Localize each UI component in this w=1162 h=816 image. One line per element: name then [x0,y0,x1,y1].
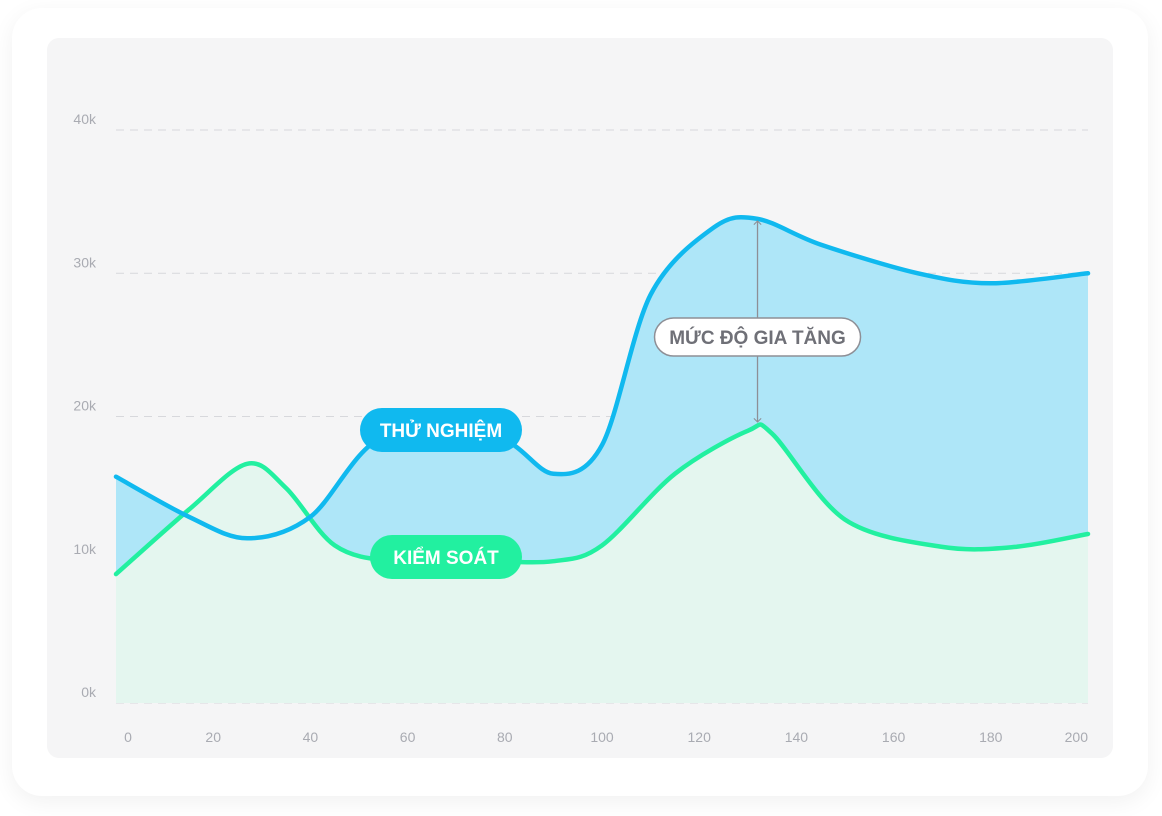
x-tick-label: 120 [688,729,712,745]
series-line-b [113,422,1091,577]
y-tick-label: 40k [73,111,97,127]
y-tick-label: 20k [73,398,97,414]
x-tick-label: 100 [590,729,614,745]
x-tick-label: 80 [497,729,513,745]
series-areas [116,217,1088,703]
y-tick-label: 30k [73,254,97,270]
x-tick-label: 160 [882,729,906,745]
gap-label-bg [653,317,862,357]
x-tick-label: 60 [400,729,416,745]
x-tick-label: 40 [303,729,319,745]
series-lines [113,214,1091,577]
series-a-label-text: THỬ NGHIỆM [380,420,502,442]
x-tick-label: 0 [124,729,132,745]
series-b-label-bg [370,535,522,579]
y-tick-label: 0k [81,684,97,700]
annotations: THỬ NGHIỆM KIỂM SOÁT MỨC ĐỘ GIA TĂNG [360,220,862,579]
gap-label: MỨC ĐỘ GIA TĂNG [653,317,862,357]
axis-ticks: 0k 10k 20k 30k 40k 0 20 40 60 80 100 120 140 160 180 20… [73,111,1088,745]
x-tick-label: 140 [785,729,809,745]
series-line-a [113,214,1091,541]
series-b-label-text: KIỂM SOÁT [393,547,499,569]
series-area-b [116,424,1088,703]
series-a-label: THỬ NGHIỆM [360,408,522,452]
series-a-label-bg [360,408,522,452]
x-tick-label: 180 [979,729,1003,745]
gap-label-text: MỨC ĐỘ GIA TĂNG [669,327,846,349]
y-tick-label: 10k [73,541,97,557]
x-tick-label: 20 [205,729,221,745]
series-b-label: KIỂM SOÁT [370,535,522,579]
x-tick-label: 200 [1065,729,1089,745]
